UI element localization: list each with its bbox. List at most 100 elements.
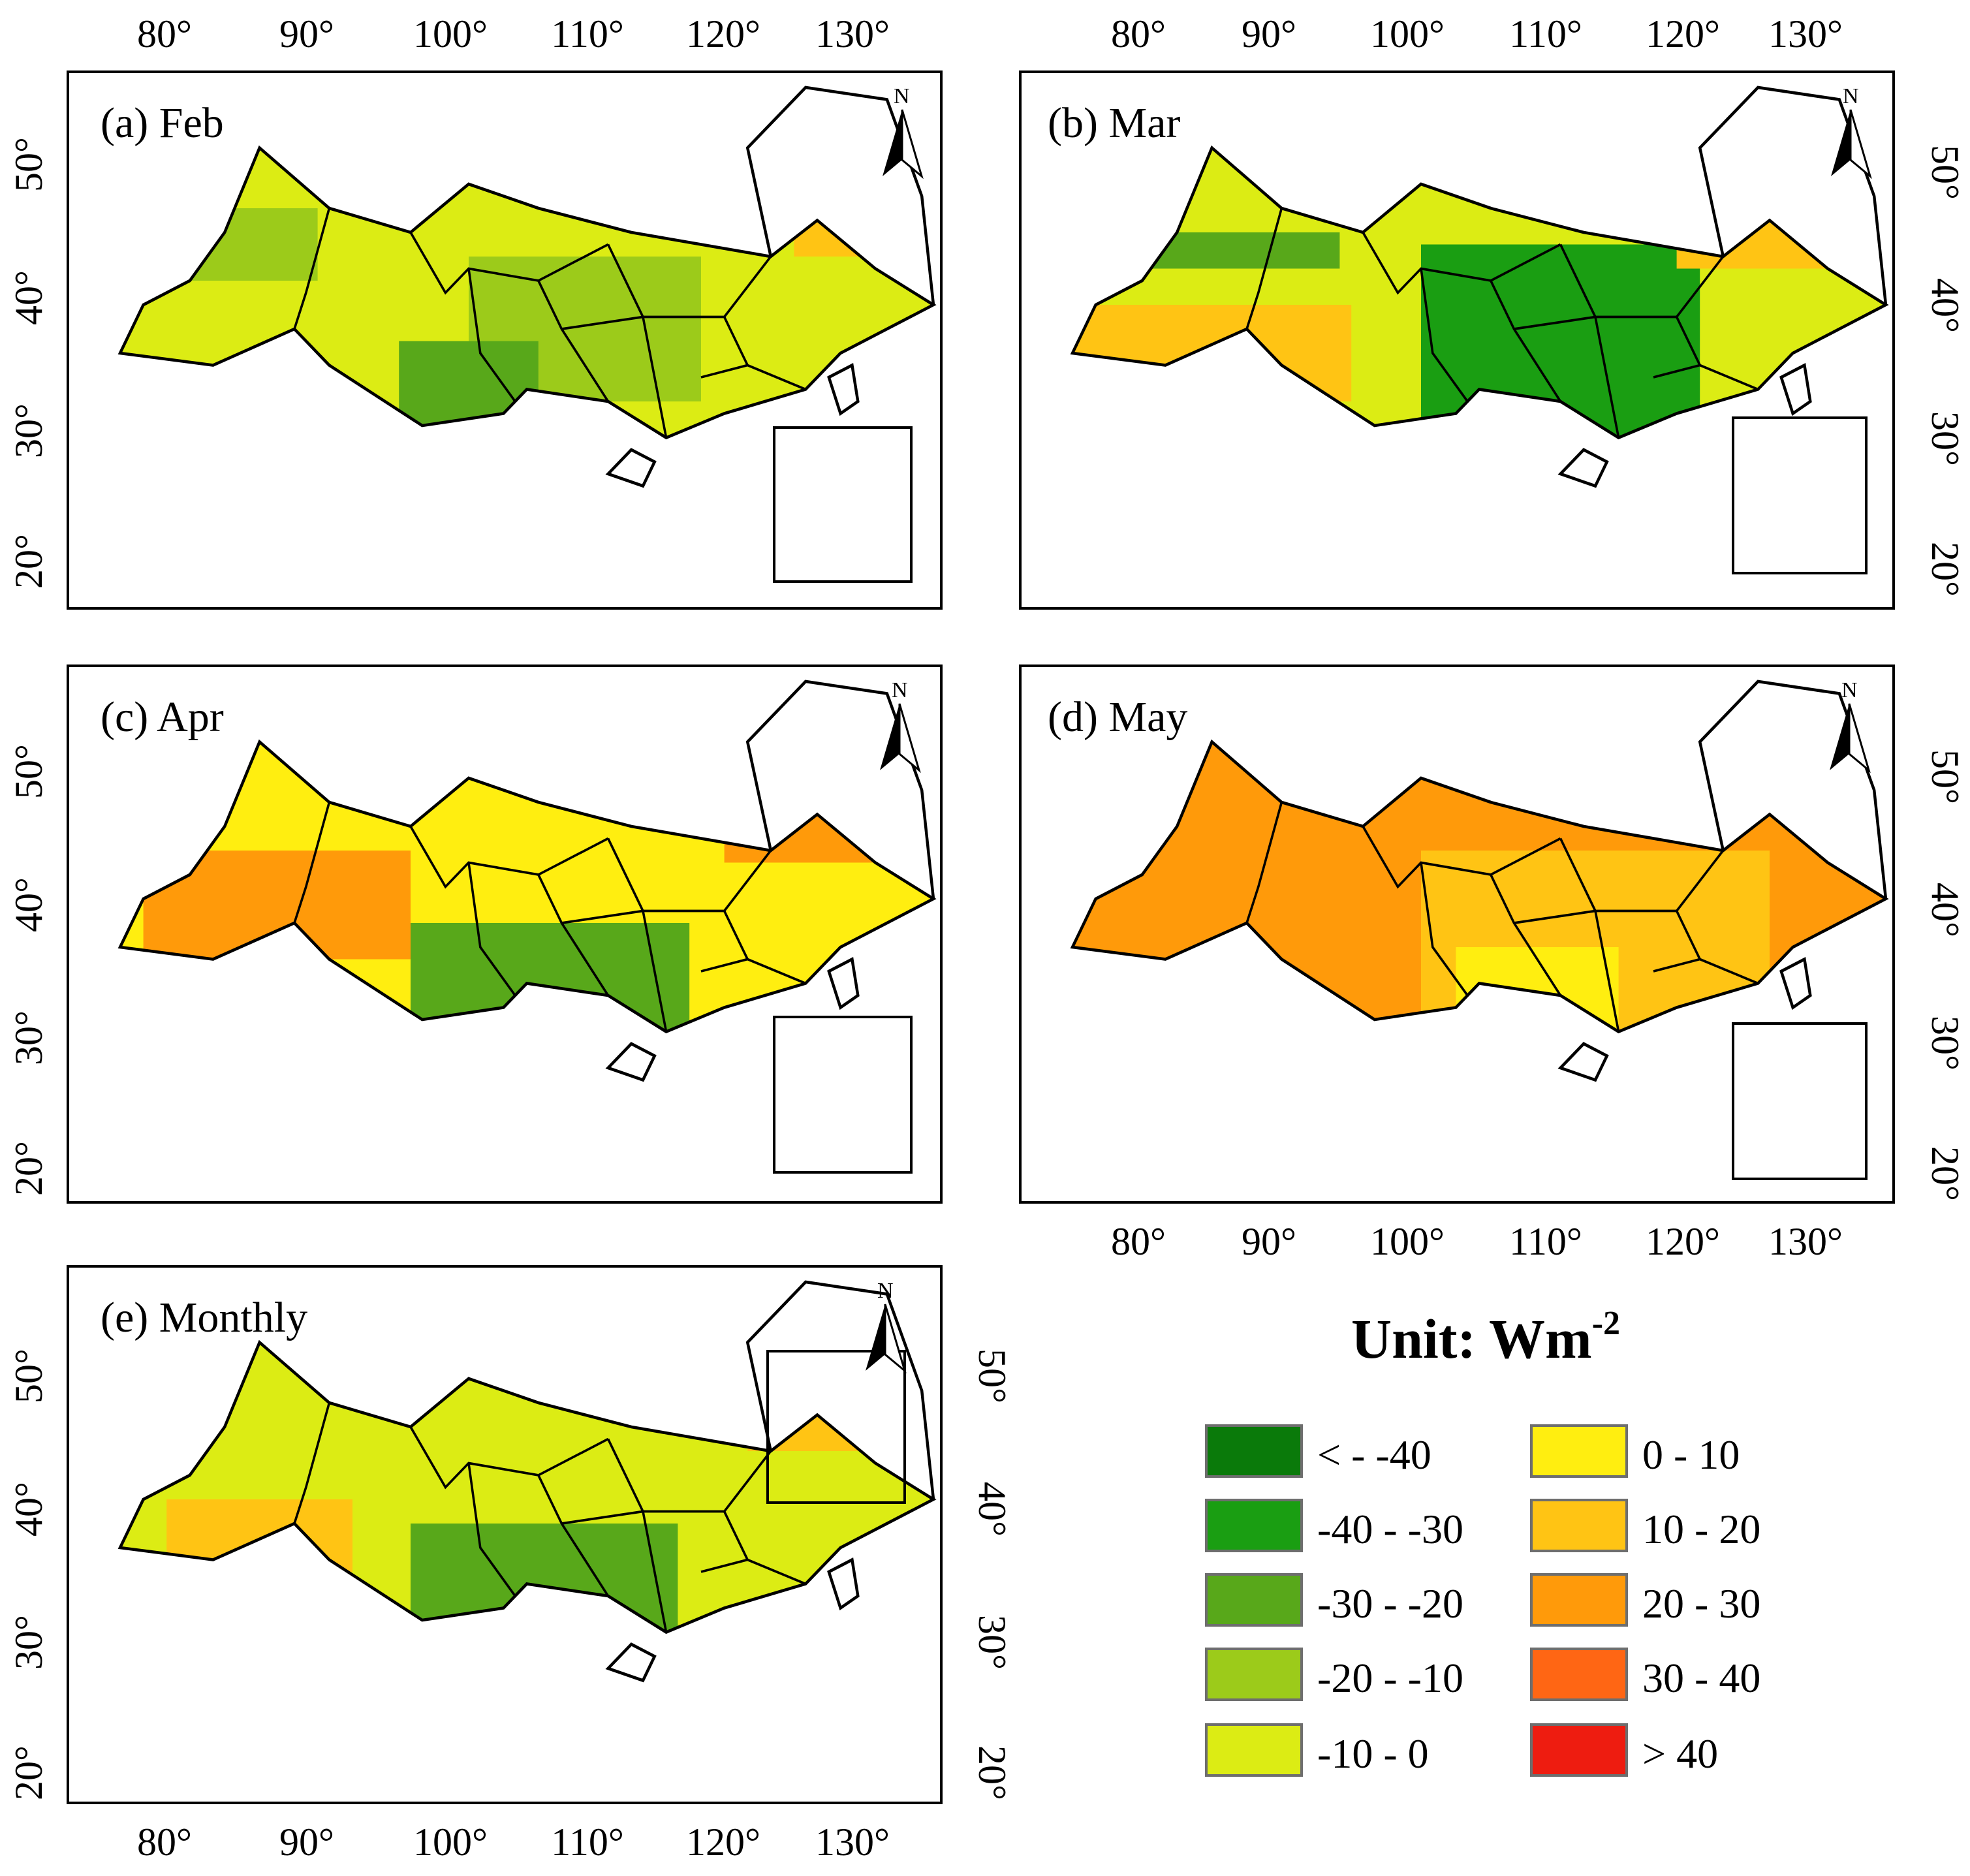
legend-swatch — [1205, 1648, 1303, 1701]
legend-label: 10 - 20 — [1642, 1506, 1760, 1552]
tick-label: 120° — [1646, 1220, 1720, 1263]
tick-label: 100° — [1370, 12, 1445, 55]
legend-swatch — [1205, 1424, 1303, 1478]
north-arrow-icon — [880, 704, 899, 770]
tick-label: 40° — [1924, 278, 1967, 333]
inset-frame — [1732, 1022, 1868, 1180]
legend-label: > 40 — [1642, 1730, 1718, 1777]
panel-c: (c) Apr N — [67, 664, 943, 1204]
tick-label: 40° — [1924, 883, 1967, 937]
panel-label: (b) Mar — [1048, 99, 1180, 147]
lon-ticks-d-bottom: 80° 90° 100° 110° 120° 130° — [1111, 1220, 1843, 1263]
legend-label: -40 - -30 — [1317, 1506, 1463, 1552]
tick-label: 90° — [1242, 1220, 1296, 1263]
tick-label: 100° — [413, 1821, 488, 1864]
tick-label: 80° — [1111, 1220, 1166, 1263]
lat-ticks-e-left: 50° 40° 30° 20° — [7, 1349, 50, 1800]
tick-label: 40° — [7, 270, 50, 325]
legend-label: 20 - 30 — [1642, 1580, 1760, 1627]
lon-ticks-b-top: 80° 90° 100° 110° 120° 130° — [1111, 12, 1843, 55]
tick-label: 20° — [7, 534, 50, 589]
panel-label: (c) Apr — [101, 693, 224, 741]
tick-label: 40° — [971, 1482, 1014, 1537]
tick-label: 20° — [7, 1141, 50, 1196]
tick-label: 110° — [1509, 12, 1582, 55]
tick-label: 50° — [7, 1349, 50, 1403]
north-arrow-icon — [866, 1304, 885, 1371]
tick-label: 120° — [686, 12, 760, 55]
panel-frame — [67, 70, 943, 610]
panel-frame — [1019, 70, 1895, 610]
legend-swatch — [1530, 1723, 1628, 1777]
panel-e: (e) Monthly N — [67, 1265, 943, 1804]
legend-swatch — [1530, 1648, 1628, 1701]
legend-label: < - -40 — [1317, 1431, 1431, 1478]
lon-ticks-e-bottom: 80° 90° 100° 110° 120° 130° — [137, 1821, 890, 1864]
inset-frame — [773, 426, 913, 583]
tick-label: 80° — [1111, 12, 1166, 55]
tick-label: 120° — [686, 1821, 760, 1864]
panel-label: (e) Monthly — [101, 1294, 307, 1341]
north-arrow-label: N — [877, 1279, 894, 1303]
legend-swatch — [1530, 1499, 1628, 1552]
legend-label: 30 - 40 — [1642, 1655, 1760, 1701]
lat-ticks-a: 50° 40° 30° 20° — [7, 137, 50, 589]
tick-label: 90° — [1242, 12, 1296, 55]
panel-frame — [1019, 664, 1895, 1204]
panel-label: (a) Feb — [101, 99, 224, 147]
legend-label: -10 - 0 — [1317, 1730, 1429, 1777]
tick-label: 50° — [1924, 145, 1967, 200]
lat-ticks-b: 50° 40° 30° 20° — [1924, 145, 1967, 597]
tick-label: 80° — [137, 12, 192, 55]
legend-swatch — [1205, 1573, 1303, 1627]
legend-swatch — [1205, 1723, 1303, 1777]
north-arrow-icon — [883, 110, 902, 176]
panel-frame — [67, 1265, 943, 1804]
legend-swatch — [1530, 1573, 1628, 1627]
tick-label: 130° — [1768, 1220, 1843, 1263]
tick-label: 30° — [1924, 411, 1967, 466]
inset-frame — [766, 1350, 906, 1504]
tick-label: 110° — [1509, 1220, 1582, 1263]
legend-swatch — [1205, 1499, 1303, 1552]
lat-ticks-c: 50° 40° 30° 20° — [7, 744, 50, 1196]
tick-label: 130° — [815, 1821, 890, 1864]
legend-label: -30 - -20 — [1317, 1580, 1463, 1627]
north-arrow-icon — [1831, 110, 1851, 176]
tick-label: 30° — [971, 1615, 1014, 1670]
tick-label: 90° — [279, 1821, 334, 1864]
tick-label: 110° — [551, 12, 624, 55]
north-arrow-label: N — [892, 678, 908, 702]
tick-label: 100° — [413, 12, 488, 55]
tick-label: 50° — [7, 744, 50, 799]
tick-label: 130° — [815, 12, 890, 55]
panel-b: (b) Mar N — [1019, 70, 1895, 610]
tick-label: 30° — [1924, 1016, 1967, 1071]
tick-label: 40° — [7, 1482, 50, 1537]
tick-label: 20° — [971, 1745, 1014, 1800]
tick-label: 20° — [1924, 542, 1967, 597]
lon-ticks-a-top: 80° 90° 100° 110° 120° 130° — [137, 12, 890, 55]
unit-title: Unit: Wm-2 — [1351, 1305, 1620, 1370]
north-arrow-icon — [1830, 704, 1849, 770]
unit-title-text: Unit: Wm — [1351, 1307, 1592, 1370]
legend-swatch — [1530, 1424, 1628, 1478]
tick-label: 20° — [7, 1745, 50, 1800]
legend-label: -20 - -10 — [1317, 1655, 1463, 1701]
panel-frame — [67, 664, 943, 1204]
inset-frame — [1732, 416, 1868, 574]
tick-label: 80° — [137, 1821, 192, 1864]
tick-label: 120° — [1646, 12, 1720, 55]
tick-label: 30° — [7, 1615, 50, 1670]
unit-superscript: -2 — [1592, 1305, 1620, 1342]
legend-label: 0 - 10 — [1642, 1431, 1740, 1478]
tick-label: 40° — [7, 877, 50, 932]
lat-ticks-d: 50° 40° 30° 20° — [1924, 749, 1967, 1201]
lat-ticks-e-right: 50° 40° 30° 20° — [971, 1349, 1014, 1800]
tick-label: 100° — [1370, 1220, 1445, 1263]
north-arrow-label: N — [894, 84, 910, 108]
tick-label: 50° — [1924, 749, 1967, 804]
inset-frame — [773, 1016, 913, 1174]
north-arrow-label: N — [1843, 84, 1859, 108]
